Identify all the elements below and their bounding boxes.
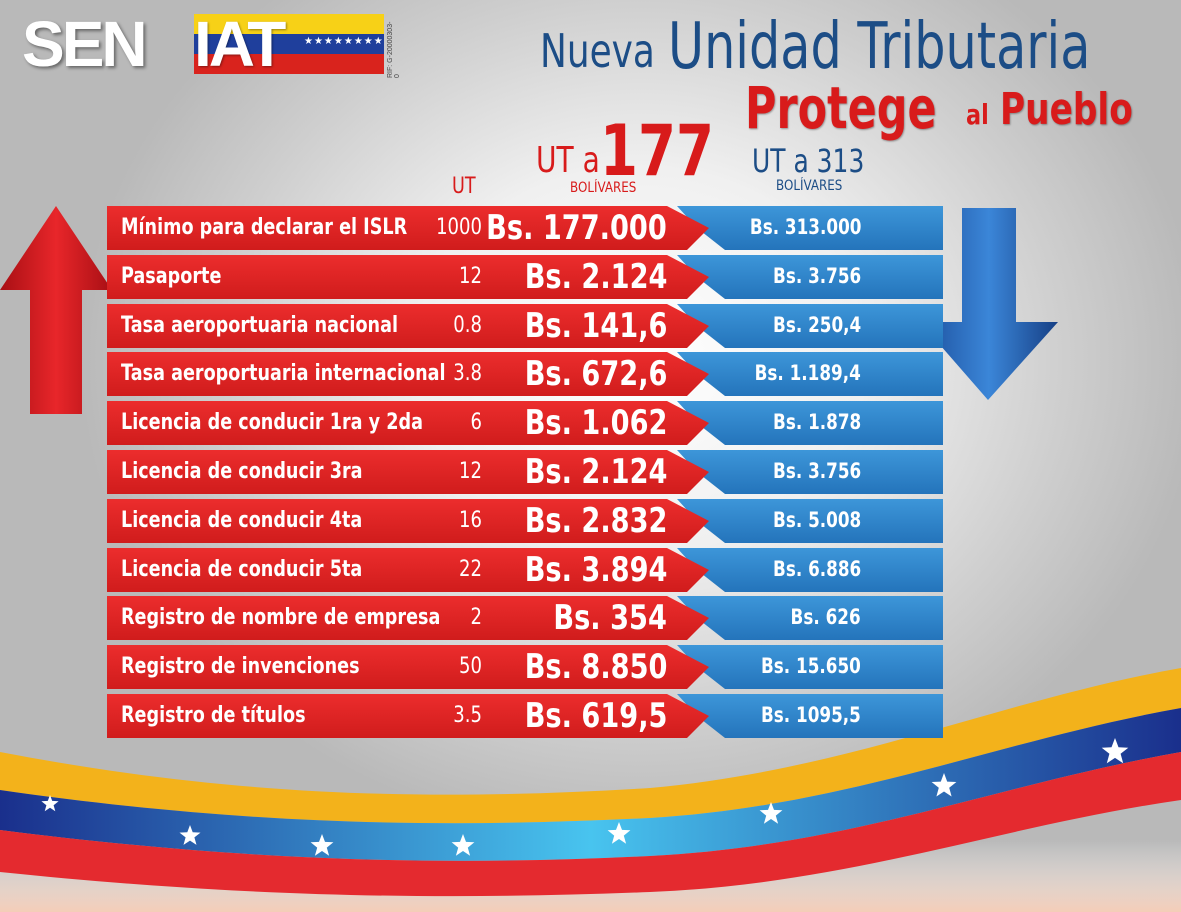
star-icon — [607, 822, 631, 844]
star-icon — [41, 795, 59, 812]
row-background — [107, 401, 943, 446]
row-background — [107, 352, 943, 397]
row-background — [107, 694, 943, 738]
row-background — [107, 498, 943, 543]
row-ut-value: 3.8 — [453, 361, 482, 387]
row-background — [107, 206, 943, 250]
row-label: Licencia de conducir 5ta — [121, 556, 363, 582]
star-icon — [759, 802, 783, 824]
row-bs-313: Bs. 1.878 — [772, 410, 861, 435]
table-row: Registro de nombre de empresa 2 Bs. 354 Bs.… — [107, 596, 943, 641]
row-bs-313: Bs. 5.008 — [772, 507, 861, 532]
row-bs-177: Bs. 619,5 — [524, 696, 667, 736]
table-row: Pasaporte 12 Bs. 2.124 Bs. 3.756 — [107, 254, 943, 299]
down-arrow-icon — [920, 208, 1058, 400]
row-bs-313: Bs. 6.886 — [772, 556, 861, 581]
row-background — [107, 303, 943, 348]
row-bs-313: Bs. 15.650 — [761, 654, 861, 679]
row-background — [107, 450, 943, 494]
star-icon — [1101, 738, 1129, 764]
row-bs-177: Bs. 354 — [553, 598, 667, 639]
table-row: Licencia de conducir 3ra 12 Bs. 2.124 Bs. 3… — [107, 450, 943, 494]
up-arrow-icon — [0, 206, 112, 414]
seniat-logo: ★★★★★★★★ SEN IAT RIF: G-20000303-0 — [22, 8, 401, 80]
row-label: Tasa aeroportuaria internacional — [121, 361, 446, 387]
row-label: Licencia de conducir 1ra y 2da — [121, 410, 423, 436]
table-row: Tasa aeroportuaria internacional 3.8 Bs. 6… — [107, 352, 943, 397]
headline-al: al — [966, 98, 989, 131]
row-bs-177: Bs. 2.124 — [524, 256, 667, 297]
row-label: Licencia de conducir 4ta — [121, 507, 363, 533]
star-icon — [310, 834, 334, 856]
table-row: Registro de títulos 3.5 Bs. 619,5 Bs. 1095,… — [107, 694, 943, 738]
table-row: Licencia de conducir 1ra y 2da 6 Bs. 1.062… — [107, 401, 943, 446]
row-bs-177: Bs. 177.000 — [486, 208, 667, 248]
star-icon — [451, 834, 475, 856]
row-background — [107, 254, 943, 299]
headline-unidad-tributaria: Unidad Tributaria — [668, 10, 1091, 84]
headline-line1: Nueva Unidad Tributaria — [540, 8, 1140, 84]
headline-nueva: Nueva — [540, 24, 655, 78]
logo-text-iat: IAT — [194, 8, 286, 80]
row-bs-313: Bs. 250,4 — [772, 312, 861, 337]
row-label: Registro de títulos — [121, 703, 306, 728]
table-row: Registro de invenciones 50 Bs. 8.850 Bs. 15… — [107, 645, 943, 690]
row-ut-value: 3.5 — [453, 703, 482, 728]
row-bs-313: Bs. 313.000 — [749, 215, 861, 239]
row-bs-313: Bs. 1095,5 — [761, 703, 861, 727]
row-label: Registro de invenciones — [121, 654, 360, 680]
table-row: Licencia de conducir 4ta 16 Bs. 2.832 Bs. 5… — [107, 498, 943, 543]
headline-pueblo: Pueblo — [1000, 84, 1133, 135]
row-bs-177: Bs. 2.124 — [524, 452, 667, 492]
headline-line2: Protege al Pueblo — [745, 74, 1145, 142]
row-background — [107, 596, 943, 641]
row-label: Tasa aeroportuaria nacional — [121, 312, 398, 338]
row-ut-value: 12 — [459, 459, 482, 484]
row-ut-value: 1000 — [436, 215, 482, 240]
row-ut-value: 16 — [459, 507, 482, 533]
row-label: Mínimo para declarar el ISLR — [121, 215, 408, 240]
logo-text-sen: SEN — [22, 8, 148, 80]
table-row: Tasa aeroportuaria nacional 0.8 Bs. 141,6 B… — [107, 303, 943, 348]
row-ut-value: 0.8 — [453, 312, 482, 338]
row-bs-177: Bs. 8.850 — [524, 647, 667, 688]
column-header-ut: UT — [452, 174, 476, 199]
column-header-bolivares-177: BOLÍVARES — [570, 180, 637, 196]
row-label: Licencia de conducir 3ra — [121, 459, 363, 484]
flag-stars-icon: ★★★★★★★★ — [304, 36, 384, 47]
table-row: Mínimo para declarar el ISLR 1000 Bs. 177.… — [107, 206, 943, 250]
row-bs-177: Bs. 3.894 — [524, 549, 667, 590]
row-bs-177: Bs. 2.832 — [524, 500, 667, 541]
venezuela-flag: ★★★★★★★★ — [194, 14, 384, 74]
row-bs-177: Bs. 672,6 — [524, 354, 667, 395]
row-bs-313: Bs. 3.756 — [772, 459, 861, 483]
column-header-ut-a-313: UT a 313 — [752, 142, 865, 180]
row-bs-313: Bs. 1.189,4 — [754, 361, 861, 386]
row-label: Pasaporte — [121, 263, 222, 289]
row-ut-value: 50 — [459, 654, 482, 680]
headline-protege: Protege — [745, 74, 937, 142]
row-ut-value: 2 — [470, 605, 482, 631]
table-row: Licencia de conducir 5ta 22 Bs. 3.894 Bs. 6… — [107, 547, 943, 592]
row-background — [107, 547, 943, 592]
row-ut-value: 6 — [470, 410, 482, 436]
column-header-bolivares-313: BOLÍVARES — [776, 178, 843, 194]
logo-rif: RIF: G-20000303-0 — [387, 21, 401, 78]
column-header-177: 177 — [600, 110, 714, 192]
star-icon — [179, 825, 201, 845]
row-label: Registro de nombre de empresa — [121, 605, 441, 631]
row-bs-313: Bs. 3.756 — [772, 263, 861, 288]
row-ut-value: 12 — [459, 263, 482, 289]
row-bs-313: Bs. 626 — [790, 605, 861, 630]
star-icon — [931, 773, 957, 797]
row-ut-value: 22 — [459, 556, 482, 582]
row-bs-177: Bs. 1.062 — [524, 403, 667, 444]
row-background — [107, 645, 943, 690]
column-header-ut-a: UT a — [536, 140, 600, 181]
row-bs-177: Bs. 141,6 — [524, 305, 667, 346]
